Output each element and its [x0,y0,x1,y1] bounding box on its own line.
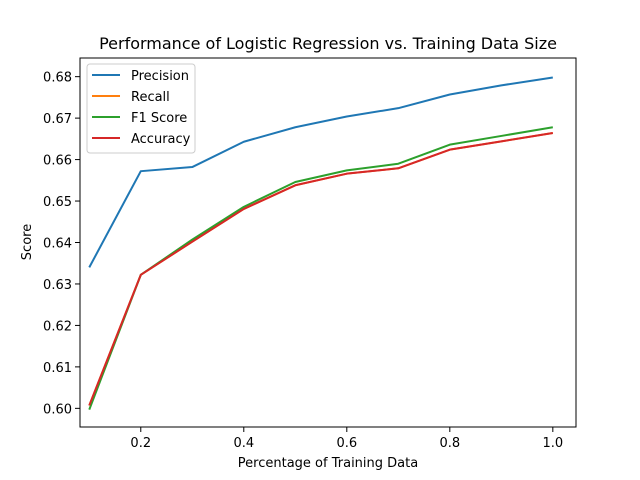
legend-label-precision: Precision [131,69,189,84]
y-tick-label: 0.63 [43,278,72,293]
x-tick-label: 0.6 [336,436,357,451]
y-tick-label: 0.61 [43,361,72,376]
series-layer [88,76,553,410]
y-tick-label: 0.65 [43,195,72,210]
y-tick-label: 0.62 [43,319,72,334]
x-tick-label: 0.4 [233,436,254,451]
y-axis: 0.60 0.61 0.62 0.63 0.64 0.65 0.66 0.67 0.68 [43,71,80,417]
legend: Precision Recall F1 Score Accuracy [86,63,196,154]
legend-label-recall: Recall [131,90,170,105]
y-tick-label: 0.66 [43,154,72,169]
x-axis: 0.2 0.4 0.6 0.8 1.0 [130,427,563,451]
legend-label-f1-score: F1 Score [131,111,187,126]
legend-frame [86,63,196,154]
x-tick-label: 0.2 [130,436,151,451]
precision-series-line [88,76,553,268]
y-axis-label: Score [20,224,35,260]
x-axis-label: Percentage of Training Data [238,456,418,471]
y-tick-label: 0.64 [43,237,72,252]
x-tick-label: 1.0 [542,436,563,451]
y-tick-label: 0.68 [43,71,72,86]
accuracy-series-line [88,132,553,406]
legend-label-accuracy: Accuracy [131,132,191,147]
y-tick-label: 0.60 [43,402,72,417]
x-tick-label: 0.8 [439,436,460,451]
y-tick-label: 0.67 [43,112,72,127]
chart-title: Performance of Logistic Regression vs. T… [99,34,557,53]
